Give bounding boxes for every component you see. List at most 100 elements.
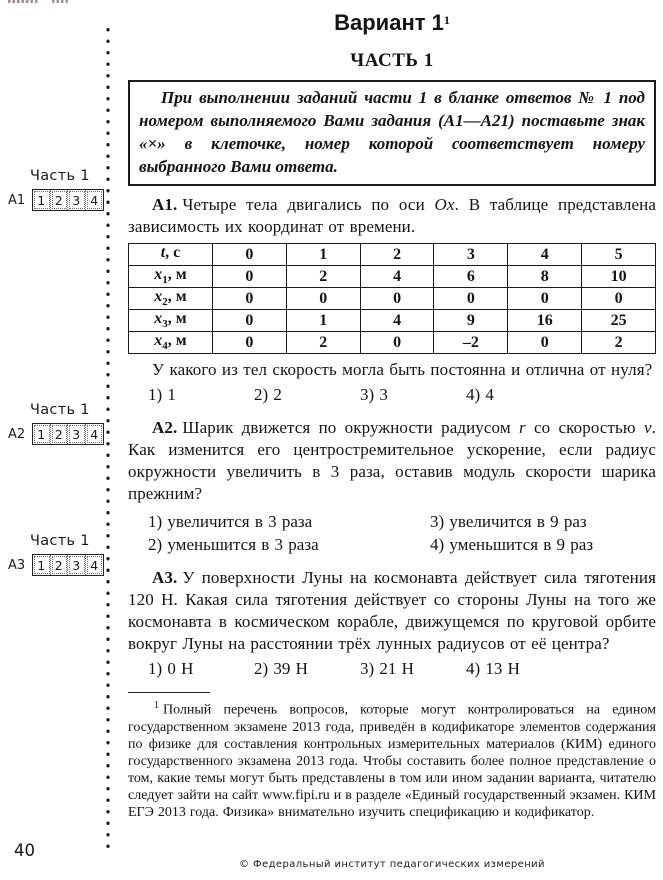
question-a3-label: А3. — [152, 568, 178, 587]
exam-content: Вариант 11 ЧАСТЬ 1 При выполнении задани… — [128, 8, 656, 821]
footer-copyright: © Федеральный институт педагогических из… — [239, 859, 545, 870]
table-row-x1: x1, м 0 2 4 6 8 10 — [128, 265, 656, 288]
math-var-v: v — [643, 418, 652, 437]
row-sub: 2 — [162, 296, 168, 309]
row-unit: , м — [167, 310, 187, 328]
table-cell: 4 — [507, 243, 583, 266]
option-2: 2) уменьшится в 3 раза — [148, 535, 319, 554]
answer-grid-a1: 1 2 3 4 — [32, 189, 104, 211]
question-a1-text: Четыре тела двигались по оси — [182, 195, 435, 214]
option-4: 4) уменьшится в 9 раз — [430, 535, 594, 554]
option-3: 3) 3 — [360, 385, 388, 404]
part-label: Часть 1 — [30, 402, 90, 418]
table-cell: 0 — [212, 309, 287, 332]
answer-cell-1[interactable]: 1 — [33, 555, 51, 575]
table-cell: 0 — [212, 243, 287, 266]
table-cell: 0 — [507, 287, 583, 310]
question-a1-intro: А1. Четыре тела двигались по оси Ox. В та… — [128, 194, 656, 238]
table-row-x4: x4, м 0 2 0 –2 0 2 — [128, 331, 656, 354]
question-a2-part: со скоростью — [525, 418, 644, 437]
table-cell: 0 — [212, 265, 287, 288]
variant-footnote-ref: 1 — [443, 13, 450, 27]
row-unit: , м — [167, 288, 187, 306]
variant-title-text: Вариант 1 — [334, 10, 444, 35]
option-1: 1) 1 — [148, 385, 176, 404]
table-row-t: t, с 0 1 2 3 4 5 — [128, 243, 656, 266]
question-a1-label: А1. — [152, 195, 178, 214]
table-cell: 2 — [285, 331, 361, 354]
table-cell: 0 — [359, 287, 435, 310]
option-4: 4) 4 — [466, 385, 494, 404]
table-cell: 8 — [507, 265, 583, 288]
answer-cell-1[interactable]: 1 — [33, 424, 51, 444]
answer-cell-2[interactable]: 2 — [51, 424, 68, 444]
scan-artifact-mark — [52, 0, 68, 3]
row-var: x — [154, 266, 163, 284]
row-unit: , м — [167, 332, 187, 350]
option-4: 4) 13 Н — [466, 659, 520, 678]
row-sub: 3 — [162, 318, 168, 331]
row-var: x — [154, 332, 163, 350]
a2-options: 1) увеличится в 3 раза 3) увеличится в 9… — [128, 510, 656, 556]
row-label: t, с — [128, 243, 213, 266]
table-cell: 0 — [507, 331, 583, 354]
answer-cell-3[interactable]: 3 — [68, 190, 86, 210]
part-label: Часть 1 — [30, 168, 90, 184]
math-var-r: r — [518, 418, 526, 437]
table-cell: 3 — [433, 243, 509, 266]
table-cell: 16 — [507, 309, 583, 332]
instruction-text: При выполнении заданий части 1 в бланке … — [139, 88, 645, 176]
option-2: 2) 39 Н — [254, 659, 308, 678]
table-cell: 4 — [359, 309, 435, 332]
task-id-a1: А1 — [8, 192, 26, 208]
margin-dotted-separator — [106, 24, 110, 855]
option-1: 1) увеличится в 3 раза — [148, 512, 313, 531]
a1-options: 1) 1 2) 2 3) 3 4) 4 — [128, 384, 656, 406]
answer-grid-a2: 1 2 3 4 — [32, 423, 104, 445]
row-var: x — [154, 288, 163, 306]
question-a3-text: А3. У поверхности Луны на космонавта дейс… — [128, 567, 656, 655]
question-a1-prompt: У какого из тел скорость могла быть пост… — [152, 360, 653, 379]
row-unit: , с — [165, 244, 181, 262]
question-a1-text: . В таблице представлена зависимость их … — [128, 195, 656, 236]
question-a2-text: А2. Шарик движется по окружности радиусом… — [128, 417, 656, 505]
table-cell: 25 — [581, 309, 656, 332]
table-cell: 1 — [285, 309, 361, 332]
table-cell: 2 — [285, 265, 361, 288]
row-label: x1, м — [128, 265, 213, 288]
margin-marker-a1: Часть 1 А1 1 2 3 4 — [8, 168, 104, 211]
row-sub: 4 — [162, 340, 168, 353]
question-a2-label: А2. — [152, 418, 178, 437]
option-3: 3) увеличится в 9 раз — [430, 512, 587, 531]
answer-cell-4[interactable]: 4 — [86, 424, 104, 444]
footnote-rule — [128, 692, 210, 693]
question-a2-part: . Как изменится его центростремительное … — [128, 418, 656, 503]
table-row-x2: x2, м 0 0 0 0 0 0 — [128, 287, 656, 310]
row-var: t — [160, 244, 166, 262]
table-row-x3: x3, м 0 1 4 9 16 25 — [128, 309, 656, 332]
table-cell: 4 — [359, 265, 435, 288]
option-3: 3) 21 Н — [360, 659, 414, 678]
row-label: x2, м — [128, 287, 213, 310]
part-label: Часть 1 — [30, 533, 90, 549]
table-cell: 0 — [433, 287, 509, 310]
option-2: 2) 2 — [254, 385, 282, 404]
answer-cell-4[interactable]: 4 — [86, 190, 104, 210]
footnote-block: 1 Полный перечень вопросов, которые могут… — [128, 692, 656, 821]
footnote-body: Полный перечень вопросов, которые могут … — [128, 702, 656, 820]
answer-cell-3[interactable]: 3 — [68, 555, 86, 575]
answer-cell-2[interactable]: 2 — [51, 555, 68, 575]
answer-cell-1[interactable]: 1 — [33, 190, 51, 210]
answer-cell-3[interactable]: 3 — [68, 424, 86, 444]
row-label: x4, м — [128, 331, 213, 354]
row-var: x — [154, 310, 163, 328]
answer-cell-4[interactable]: 4 — [86, 555, 104, 575]
a1-data-table: t, с 0 1 2 3 4 5 x1, м 0 2 4 6 8 10 — [128, 243, 656, 354]
instruction-box: При выполнении заданий части 1 в бланке … — [128, 80, 656, 186]
table-cell: 6 — [433, 265, 509, 288]
table-cell: 0 — [285, 287, 361, 310]
table-cell: 2 — [581, 331, 656, 354]
margin-marker-a3: Часть 1 А3 1 2 3 4 — [8, 533, 104, 576]
answer-cell-2[interactable]: 2 — [51, 190, 68, 210]
